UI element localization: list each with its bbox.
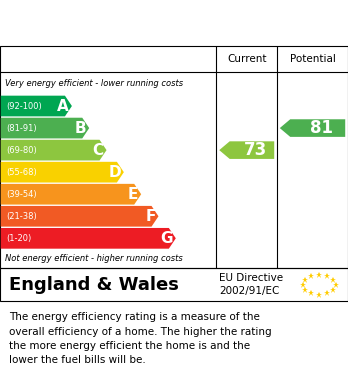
Text: (1-20): (1-20)	[6, 234, 32, 243]
Polygon shape	[1, 140, 106, 160]
Text: F: F	[145, 209, 156, 224]
Text: (55-68): (55-68)	[6, 168, 37, 177]
Polygon shape	[219, 141, 274, 159]
Text: Energy Efficiency Rating: Energy Efficiency Rating	[9, 14, 238, 32]
Polygon shape	[1, 228, 176, 249]
Polygon shape	[1, 206, 158, 227]
Text: A: A	[57, 99, 69, 113]
Text: Current: Current	[227, 54, 267, 64]
Text: EU Directive
2002/91/EC: EU Directive 2002/91/EC	[219, 273, 283, 296]
Polygon shape	[280, 119, 345, 137]
Polygon shape	[1, 96, 72, 117]
Text: 81: 81	[310, 119, 333, 137]
Text: C: C	[93, 143, 104, 158]
Text: (21-38): (21-38)	[6, 212, 37, 221]
Text: The energy efficiency rating is a measure of the
overall efficiency of a home. T: The energy efficiency rating is a measur…	[9, 312, 271, 366]
Text: (92-100): (92-100)	[6, 102, 42, 111]
Text: Very energy efficient - lower running costs: Very energy efficient - lower running co…	[5, 79, 183, 88]
Text: G: G	[160, 231, 173, 246]
Text: B: B	[75, 120, 86, 136]
Text: (39-54): (39-54)	[6, 190, 37, 199]
Polygon shape	[1, 162, 124, 183]
Text: 73: 73	[244, 141, 267, 159]
Text: Potential: Potential	[290, 54, 335, 64]
Text: D: D	[109, 165, 121, 180]
Text: (81-91): (81-91)	[6, 124, 37, 133]
Polygon shape	[1, 184, 141, 204]
Polygon shape	[1, 118, 89, 138]
Text: England & Wales: England & Wales	[9, 276, 179, 294]
Text: Not energy efficient - higher running costs: Not energy efficient - higher running co…	[5, 254, 183, 263]
Text: (69-80): (69-80)	[6, 145, 37, 154]
Text: E: E	[128, 187, 139, 202]
